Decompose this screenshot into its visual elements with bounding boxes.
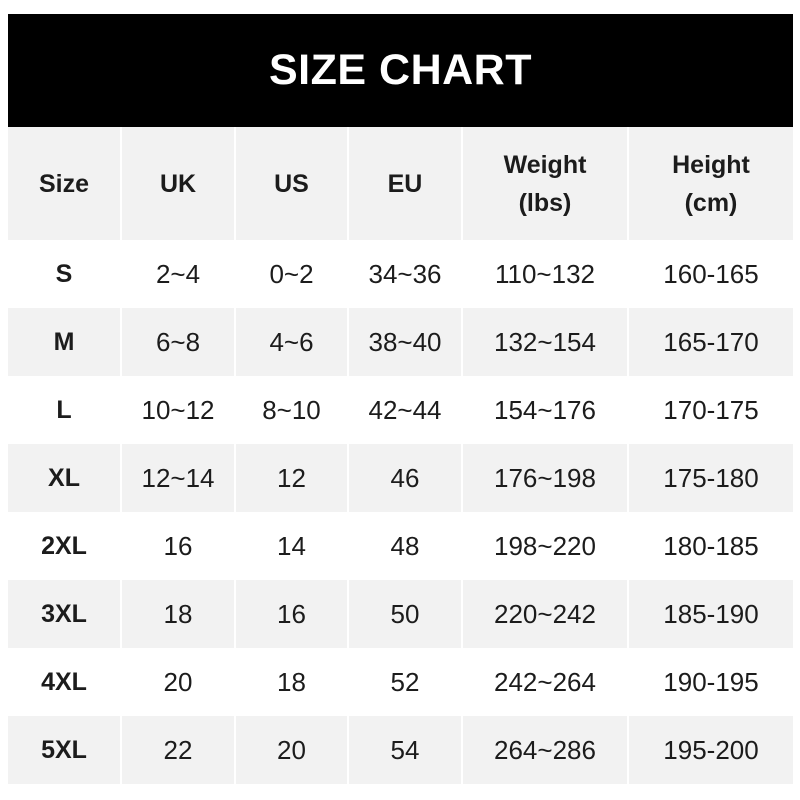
cell-size: 3XL (8, 580, 121, 648)
cell-weight: 110~132 (461, 240, 628, 308)
cell-uk: 2~4 (120, 240, 235, 308)
cell-height: 170-175 (627, 376, 793, 444)
column-header-uk: UK (120, 127, 235, 240)
cell-size: S (55, 259, 73, 288)
cell-weight: 264~286 (461, 716, 628, 784)
cell-uk: 20 (120, 648, 235, 716)
cell-weight: 132~154 (461, 308, 628, 376)
table-row: 2XL 16 14 48 198~220 180-185 (8, 512, 793, 580)
cell-size: 5XL (8, 716, 121, 784)
cell-height: 165-170 (627, 308, 793, 376)
cell-height: 175-180 (627, 444, 793, 512)
cell-eu: 38~40 (347, 308, 462, 376)
cell-weight: 176~198 (461, 444, 628, 512)
cell-weight: 198~220 (461, 512, 628, 580)
cell-eu: 42~44 (347, 376, 462, 444)
cell-uk: 12~14 (120, 444, 235, 512)
column-header-label: Weight (503, 150, 587, 179)
column-header-label: Size (38, 169, 90, 198)
table-body: S 2~4 0~2 34~36 110~132 160-165 M 6~8 4~6 38~40 13… (8, 240, 793, 784)
cell-eu: 54 (347, 716, 462, 784)
table-row: XL 12~14 12 46 176~198 175-180 (8, 444, 793, 512)
cell-eu: 46 (347, 444, 462, 512)
cell-size: L (56, 395, 72, 424)
size-chart-title: SIZE CHART (8, 14, 793, 127)
cell-size: 2XL (41, 531, 87, 560)
column-header-size: Size (8, 127, 121, 240)
cell-uk: 22 (120, 716, 235, 784)
cell-height: 190-195 (627, 648, 793, 716)
table-row: S 2~4 0~2 34~36 110~132 160-165 (8, 240, 793, 308)
cell-height: 160-165 (627, 240, 793, 308)
header-row: Size UK US EU Weight (lbs) Height (cm) (8, 127, 793, 240)
table-row: 4XL 20 18 52 242~264 190-195 (8, 648, 793, 716)
cell-size: M (8, 308, 121, 376)
cell-eu: 50 (347, 580, 462, 648)
column-header-us: US (234, 127, 348, 240)
cell-us: 14 (234, 512, 348, 580)
cell-size: XL (8, 444, 121, 512)
cell-uk: 10~12 (120, 376, 235, 444)
cell-us: 18 (234, 648, 348, 716)
column-header-label: EU (387, 169, 423, 198)
cell-size: 4XL (41, 667, 87, 696)
cell-us: 12 (234, 444, 348, 512)
cell-eu: 48 (347, 512, 462, 580)
column-header-height: Height (cm) (627, 127, 793, 240)
table-row: 3XL 18 16 50 220~242 185-190 (8, 580, 793, 648)
table-row: L 10~12 8~10 42~44 154~176 170-175 (8, 376, 793, 444)
cell-us: 16 (234, 580, 348, 648)
cell-us: 0~2 (234, 240, 348, 308)
cell-height: 180-185 (627, 512, 793, 580)
column-header-label: UK (159, 169, 197, 198)
table-row: M 6~8 4~6 38~40 132~154 165-170 (8, 308, 793, 376)
table-row: 5XL 22 20 54 264~286 195-200 (8, 716, 793, 784)
column-header-label: Height (672, 150, 750, 179)
cell-eu: 34~36 (347, 240, 462, 308)
cell-us: 8~10 (234, 376, 348, 444)
column-header-unit: (cm) (684, 188, 738, 217)
cell-uk: 16 (120, 512, 235, 580)
cell-eu: 52 (347, 648, 462, 716)
cell-weight: 220~242 (461, 580, 628, 648)
cell-us: 4~6 (234, 308, 348, 376)
cell-uk: 6~8 (120, 308, 235, 376)
cell-height: 185-190 (627, 580, 793, 648)
column-header-unit: (lbs) (518, 188, 572, 217)
cell-weight: 242~264 (461, 648, 628, 716)
column-header-label: US (274, 169, 309, 198)
size-table: Size UK US EU Weight (lbs) Height (cm) S 2~4 0~2 3… (8, 127, 793, 784)
cell-us: 20 (234, 716, 348, 784)
cell-weight: 154~176 (461, 376, 628, 444)
column-header-weight: Weight (lbs) (461, 127, 628, 240)
cell-height: 195-200 (627, 716, 793, 784)
column-header-eu: EU (347, 127, 462, 240)
cell-uk: 18 (120, 580, 235, 648)
